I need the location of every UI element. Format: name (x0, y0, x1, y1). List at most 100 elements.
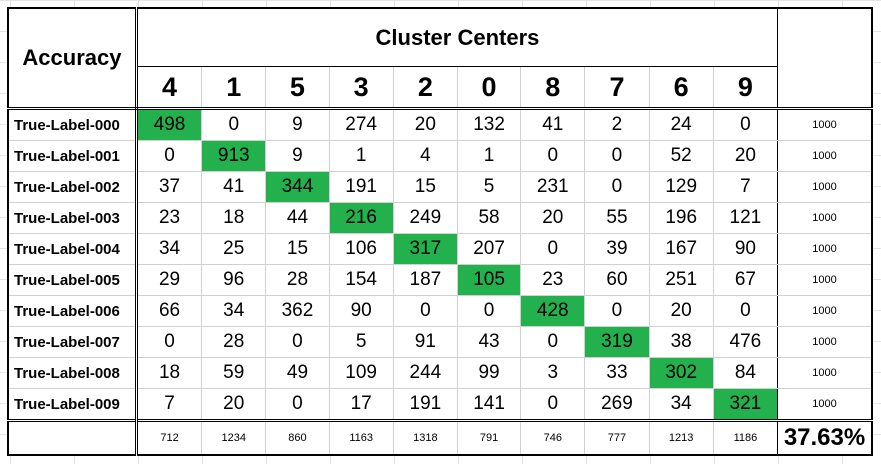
matrix-cell[interactable]: 49 (265, 357, 330, 389)
matrix-cell[interactable]: 43 (456, 326, 522, 358)
column-total-cell[interactable]: 1318 (392, 419, 458, 456)
matrix-cell[interactable]: 7 (135, 388, 203, 421)
column-total-cell[interactable]: 1186 (712, 419, 779, 456)
matrix-cell[interactable]: 244 (392, 357, 458, 389)
matrix-cell[interactable]: 0 (135, 140, 203, 172)
matrix-cell[interactable]: 251 (648, 264, 714, 296)
matrix-cell[interactable]: 96 (201, 264, 267, 296)
matrix-cell[interactable]: 0 (392, 295, 458, 327)
column-total-cell[interactable]: 777 (584, 419, 650, 456)
matrix-cell[interactable]: 20 (520, 202, 586, 234)
matrix-cell[interactable]: 34 (135, 233, 203, 265)
matrix-cell[interactable]: 4 (392, 140, 458, 172)
column-total-cell[interactable]: 1163 (328, 419, 394, 456)
matrix-cell[interactable]: 90 (712, 233, 779, 265)
matrix-cell[interactable]: 191 (392, 388, 458, 421)
matrix-cell[interactable]: 0 (265, 388, 330, 421)
row-label[interactable]: True-Label-006 (6, 295, 138, 327)
matrix-cell[interactable]: 2 (584, 108, 650, 141)
cluster-header-4[interactable]: 2 (392, 66, 458, 110)
matrix-cell[interactable]: 29 (135, 264, 203, 296)
matrix-cell[interactable]: 58 (456, 202, 522, 234)
matrix-cell[interactable]: 0 (712, 108, 779, 141)
row-total-cell[interactable]: 1000 (777, 171, 874, 203)
row-label[interactable]: True-Label-002 (6, 171, 138, 203)
matrix-cell[interactable]: 0 (520, 140, 586, 172)
matrix-cell[interactable]: 44 (265, 202, 330, 234)
matrix-cell[interactable]: 5 (456, 171, 522, 203)
matrix-cell[interactable]: 20 (201, 388, 267, 421)
matrix-cell[interactable]: 187 (392, 264, 458, 296)
cluster-header-0[interactable]: 4 (135, 66, 203, 110)
matrix-cell[interactable]: 7 (712, 171, 779, 203)
matrix-cell[interactable]: 1 (328, 140, 394, 172)
matrix-cell[interactable]: 0 (712, 295, 779, 327)
accuracy-value[interactable]: 37.63% (777, 419, 874, 456)
matrix-cell[interactable]: 15 (265, 233, 330, 265)
matrix-cell[interactable]: 34 (648, 388, 714, 421)
row-total-cell[interactable]: 1000 (777, 233, 874, 265)
matrix-cell[interactable]: 33 (584, 357, 650, 389)
row-total-cell[interactable]: 1000 (777, 140, 874, 172)
matrix-cell[interactable]: 18 (135, 357, 203, 389)
cluster-header-3[interactable]: 3 (328, 66, 394, 110)
matrix-cell[interactable]: 60 (584, 264, 650, 296)
matrix-cell[interactable]: 129 (648, 171, 714, 203)
cluster-header-8[interactable]: 6 (648, 66, 714, 110)
matrix-cell[interactable]: 167 (648, 233, 714, 265)
matrix-cell[interactable]: 0 (520, 388, 586, 421)
matrix-cell[interactable]: 274 (328, 108, 394, 141)
matrix-cell[interactable]: 28 (265, 264, 330, 296)
matrix-cell[interactable]: 34 (201, 295, 267, 327)
matrix-cell[interactable]: 24 (648, 108, 714, 141)
matrix-cell[interactable]: 17 (328, 388, 394, 421)
matrix-cell[interactable]: 99 (456, 357, 522, 389)
row-label[interactable]: True-Label-004 (6, 233, 138, 265)
column-total-cell[interactable]: 860 (265, 419, 330, 456)
matrix-cell[interactable]: 90 (328, 295, 394, 327)
cluster-header-5[interactable]: 0 (456, 66, 522, 110)
diagonal-cell[interactable]: 216 (328, 202, 394, 234)
matrix-cell[interactable]: 106 (328, 233, 394, 265)
cluster-header-9[interactable]: 9 (712, 66, 779, 110)
row-label[interactable]: True-Label-008 (6, 357, 138, 389)
cluster-header-7[interactable]: 7 (584, 66, 650, 110)
row-total-cell[interactable]: 1000 (777, 264, 874, 296)
matrix-cell[interactable]: 18 (201, 202, 267, 234)
diagonal-cell[interactable]: 428 (520, 295, 586, 327)
row-total-cell[interactable]: 1000 (777, 295, 874, 327)
matrix-cell[interactable]: 20 (712, 140, 779, 172)
row-label[interactable]: True-Label-007 (6, 326, 138, 358)
row-label[interactable]: True-Label-009 (6, 388, 138, 421)
row-total-cell[interactable]: 1000 (777, 326, 874, 358)
diagonal-cell[interactable]: 105 (456, 264, 522, 296)
matrix-cell[interactable]: 3 (520, 357, 586, 389)
matrix-cell[interactable]: 38 (648, 326, 714, 358)
cluster-header-2[interactable]: 5 (265, 66, 330, 110)
matrix-cell[interactable]: 0 (520, 326, 586, 358)
row-total-cell[interactable]: 1000 (777, 202, 874, 234)
matrix-cell[interactable]: 41 (201, 171, 267, 203)
matrix-cell[interactable]: 23 (135, 202, 203, 234)
matrix-cell[interactable]: 269 (584, 388, 650, 421)
matrix-cell[interactable]: 121 (712, 202, 779, 234)
matrix-cell[interactable]: 9 (265, 108, 330, 141)
matrix-cell[interactable]: 91 (392, 326, 458, 358)
row-total-cell[interactable]: 1000 (777, 388, 874, 421)
column-total-cell[interactable]: 1234 (201, 419, 267, 456)
matrix-cell[interactable]: 362 (265, 295, 330, 327)
matrix-cell[interactable]: 191 (328, 171, 394, 203)
matrix-cell[interactable]: 84 (712, 357, 779, 389)
matrix-cell[interactable]: 141 (456, 388, 522, 421)
matrix-cell[interactable]: 37 (135, 171, 203, 203)
matrix-cell[interactable]: 9 (265, 140, 330, 172)
column-total-cell[interactable]: 791 (456, 419, 522, 456)
matrix-cell[interactable]: 52 (648, 140, 714, 172)
matrix-cell[interactable]: 231 (520, 171, 586, 203)
matrix-cell[interactable]: 23 (520, 264, 586, 296)
matrix-cell[interactable]: 0 (135, 326, 203, 358)
matrix-cell[interactable]: 1 (456, 140, 522, 172)
matrix-cell[interactable]: 249 (392, 202, 458, 234)
row-total-cell[interactable]: 1000 (777, 357, 874, 389)
diagonal-cell[interactable]: 317 (392, 233, 458, 265)
